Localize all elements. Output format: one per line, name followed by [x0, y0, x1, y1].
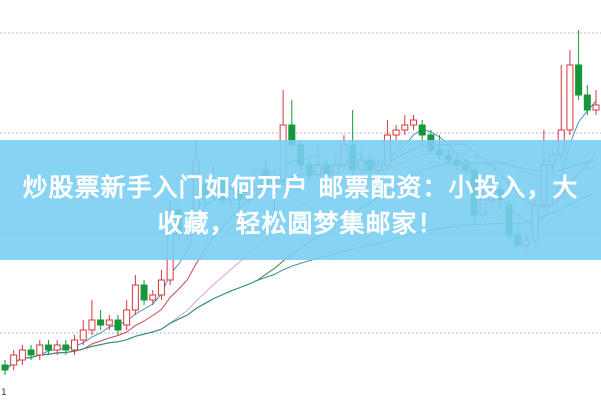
candle-up: [88, 319, 96, 331]
banner-title-line-2: 收藏，轻松圆梦集邮家！: [157, 209, 444, 238]
candle-up: [36, 344, 44, 356]
candle-up: [566, 64, 574, 131]
candle-up: [592, 104, 600, 111]
candle-up: [10, 354, 18, 366]
candle-up: [71, 339, 79, 351]
candle-up: [79, 329, 87, 341]
candle-up: [157, 279, 165, 296]
candle-down: [1, 364, 9, 371]
candle-down: [575, 64, 583, 96]
axis-corner-label: 1: [1, 388, 7, 398]
candle-down: [140, 284, 148, 301]
candle-up: [401, 124, 409, 131]
candle-up: [392, 129, 400, 136]
candle-down: [418, 124, 426, 136]
candle-up: [105, 319, 113, 326]
candle-up: [18, 349, 26, 361]
candle-down: [27, 349, 35, 356]
candle-up: [409, 119, 417, 126]
candle-up: [53, 344, 61, 351]
candle-down: [583, 94, 591, 111]
title-banner: 炒股票新手入门如何开户 邮票配资：小投入，大 收藏，轻松圆梦集邮家！: [0, 140, 601, 260]
candle-up: [149, 294, 157, 301]
candle-up: [123, 309, 131, 326]
candle-down: [62, 344, 70, 351]
candle-down: [114, 319, 122, 331]
candle-down: [97, 319, 105, 326]
candle-down: [44, 344, 52, 351]
candle-up: [131, 284, 139, 311]
banner-title-line-1: 炒股票新手入门如何开户 邮票配资：小投入，大: [22, 173, 579, 202]
